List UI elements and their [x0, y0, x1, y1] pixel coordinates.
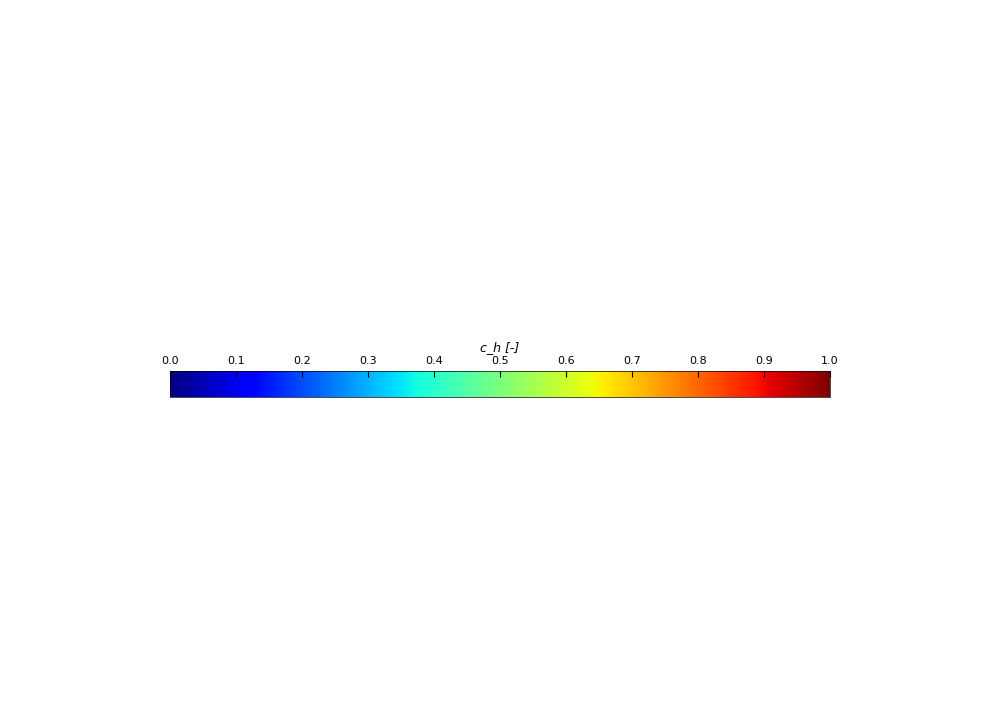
- X-axis label: c_h [-]: c_h [-]: [480, 341, 520, 354]
